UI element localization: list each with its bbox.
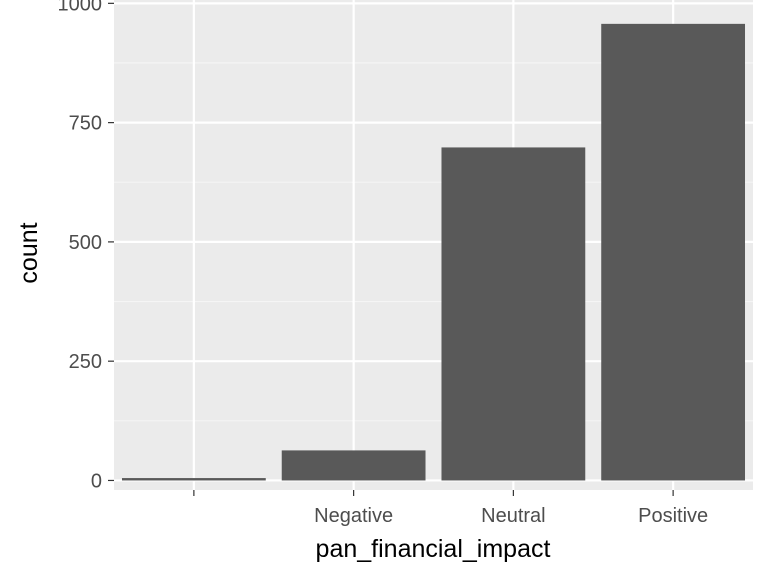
x-tick-label: Positive [638, 505, 708, 527]
y-tick-label: 0 [91, 470, 102, 492]
bar [441, 147, 586, 481]
x-axis-title: pan_financial_impact [316, 535, 551, 563]
y-tick-label: 750 [69, 113, 102, 135]
x-axis-ticks: Negative Neutral Positive [193, 490, 708, 527]
y-tick-label: 500 [69, 232, 102, 254]
y-tick-label: 1000 [58, 0, 103, 15]
bars [121, 23, 746, 481]
bar [281, 450, 426, 481]
bar [601, 23, 746, 481]
y-tick-label: 250 [69, 351, 102, 373]
y-axis-title: count [15, 222, 43, 283]
bar [121, 478, 266, 481]
x-tick-label: Neutral [481, 505, 545, 527]
x-tick-label: Negative [314, 505, 393, 527]
y-axis-ticks: 0 250 500 750 1000 [58, 0, 114, 492]
